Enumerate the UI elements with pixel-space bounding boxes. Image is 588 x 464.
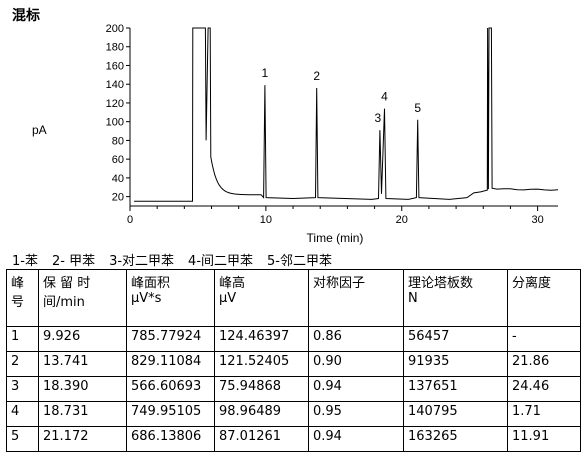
column-header-line: 间/min [43, 295, 85, 310]
column-header-line: 峰 [11, 276, 25, 291]
table-header-row: 峰号保 留 时间/min 峰面积 μV*s 峰高 μV 对称因子 理论塔板数 N 分离度 [6, 269, 581, 327]
column-header: 峰高 μV [214, 269, 309, 327]
column-header: 峰号 [6, 269, 39, 327]
table-cell: 163265 [403, 426, 508, 452]
table-body: 1 9.926 785.77924 124.46397 0.86 56457-2 13.74… [6, 326, 581, 452]
table-cell: 56457 [403, 326, 508, 352]
peak-label: 4 [381, 90, 388, 104]
column-header-line: μV*s [131, 291, 162, 306]
table-cell: 0.94 [308, 426, 404, 452]
column-header-line: 峰面积 [131, 276, 171, 291]
table-cell: 0.94 [308, 376, 404, 402]
chromatogram-trace [134, 27, 559, 202]
table-cell: 3 [6, 376, 39, 402]
table-cell: 566.60693 [126, 376, 215, 402]
table-cell: 4 [6, 401, 39, 427]
table-cell: 24.46 [507, 376, 581, 402]
column-header-line: 号 [11, 295, 25, 310]
x-tick-label: 0 [127, 214, 133, 226]
legend-entry: 1-苯 [12, 254, 38, 269]
chart-axes [129, 28, 558, 207]
peak-legend: 1-苯 2- 甲苯 3-对二甲苯 4-间二甲苯 5-邻二甲苯 [12, 250, 346, 269]
table-cell: 18.731 [38, 401, 127, 427]
peak-label: 1 [262, 66, 269, 80]
y-tick-label: 120 [106, 98, 124, 110]
column-header-line: 理论塔板数 [408, 276, 474, 291]
column-header-line: 保 留 时 [43, 276, 91, 291]
column-header-line: N [408, 291, 418, 306]
table-cell: 121.52405 [214, 351, 309, 377]
peak-label: 2 [313, 69, 320, 83]
table-cell: 87.01261 [214, 426, 309, 452]
y-tick-label: 40 [112, 173, 124, 185]
table-cell: 9.926 [38, 326, 127, 352]
column-header-line: 对称因子 [313, 276, 366, 291]
legend-entry: 2- 甲苯 [51, 254, 96, 269]
table-cell: 21.172 [38, 426, 127, 452]
table-cell: 13.741 [38, 351, 127, 377]
column-header-line: 峰高 [219, 276, 246, 291]
x-tick-label: 30 [531, 214, 543, 226]
table-cell: 124.46397 [214, 326, 309, 352]
chart-title: 混标 [12, 8, 40, 24]
table-cell: 829.11084 [126, 351, 215, 377]
table-cell: 1.71 [507, 401, 581, 427]
table-cell: 5 [6, 426, 39, 452]
table-cell: 2 [6, 351, 39, 377]
peak-label: 5 [414, 101, 421, 115]
table-cell: 11.91 [507, 426, 581, 452]
table-cell: 18.390 [38, 376, 127, 402]
table-cell: - [507, 326, 581, 352]
table-cell: 21.86 [507, 351, 581, 377]
chart-trace-group [134, 27, 559, 202]
y-tick-label: 100 [106, 117, 124, 129]
table-cell: 75.94868 [214, 376, 309, 402]
y-tick-label: 180 [106, 42, 124, 54]
table-cell: 140795 [403, 401, 508, 427]
table-row: 1 9.926 785.77924 124.46397 0.86 56457- [6, 326, 581, 352]
legend-entry: 5-邻二甲苯 [267, 254, 332, 269]
table-row: 4 18.731 749.95105 98.96489 0.95 140795 1.71 [6, 401, 581, 427]
legend-entry: 4-间二甲苯 [188, 254, 254, 269]
table-cell: 686.13806 [126, 426, 215, 452]
table-cell: 1 [6, 326, 39, 352]
y-axis-label: pA [32, 123, 47, 137]
column-header: 对称因子 [308, 269, 404, 327]
y-tick-label: 60 [112, 154, 124, 166]
y-tick-label: 20 [112, 192, 124, 204]
table-cell: 91935 [403, 351, 508, 377]
column-header: 峰面积 μV*s [126, 269, 215, 327]
table-cell: 137651 [403, 376, 508, 402]
y-tick-label: 160 [106, 60, 124, 72]
table-cell: 0.86 [308, 326, 404, 352]
x-tick-label: 10 [260, 214, 272, 226]
chart-peak-labels: 1 2 3 4 5 [262, 66, 422, 125]
column-header: 分离度 [507, 269, 581, 327]
column-header-line: μV [219, 291, 237, 306]
legend-entry: 3-对二甲苯 [109, 254, 175, 269]
x-tick-label: 20 [396, 214, 408, 226]
peak-label: 3 [375, 111, 382, 125]
column-header: 保 留 时间/min [38, 269, 127, 327]
table-row: 3 18.390 566.60693 75.94868 0.94 137651 24.46 [6, 376, 581, 402]
y-tick-label: 80 [112, 135, 124, 147]
results-table: 峰号保 留 时间/min 峰面积 μV*s 峰高 μV 对称因子 理论塔板数 N 分离度 1 9.… [6, 269, 581, 452]
y-tick-label: 200 [106, 23, 124, 35]
x-axis-label: Time (min) [307, 231, 364, 245]
chart-ticks: 0 10 20 30 20 40 60 80 100 120 140 160 180 200 [106, 23, 544, 226]
table-cell: 0.90 [308, 351, 404, 377]
table-cell: 98.96489 [214, 401, 309, 427]
table-cell: 785.77924 [126, 326, 215, 352]
table-cell: 749.95105 [126, 401, 215, 427]
column-header-line: 分离度 [512, 276, 552, 291]
table-row: 2 13.741 829.11084 121.52405 0.90 91935 21.86 [6, 351, 581, 377]
column-header: 理论塔板数 N [403, 269, 508, 327]
y-tick-label: 140 [106, 79, 124, 91]
table-cell: 0.95 [308, 401, 404, 427]
table-row: 5 21.172 686.13806 87.01261 0.94 163265 11.91 [6, 426, 581, 452]
